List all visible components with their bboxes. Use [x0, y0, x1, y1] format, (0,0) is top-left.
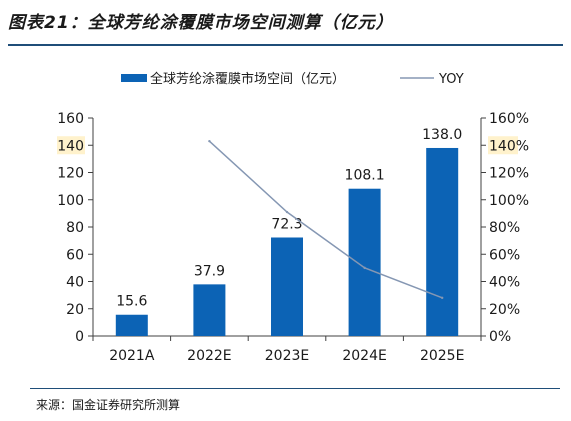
left-tick-label: 60	[66, 247, 84, 263]
right-tick-label: 60%	[489, 247, 520, 263]
left-tick-label: 120	[57, 166, 84, 182]
left-tick-label: 140	[57, 138, 84, 154]
right-tick-label: 160%	[489, 111, 529, 127]
x-tick-label: 2021A	[109, 348, 155, 364]
legend-bar-swatch	[121, 74, 147, 82]
title-divider	[8, 44, 563, 46]
left-tick-highlight	[57, 136, 85, 155]
bar-value-label: 108.1	[345, 168, 385, 184]
yoy-point	[363, 266, 366, 270]
left-axis: 0 20 40 60 80 100 120 140 160	[57, 111, 94, 345]
right-tick-highlight	[488, 136, 518, 155]
bar-value-label: 37.9	[194, 263, 225, 279]
bar-value-label: 15.6	[116, 294, 147, 310]
yoy-series	[208, 139, 444, 300]
yoy-line	[208, 140, 443, 299]
bar-value-label: 138.0	[422, 127, 462, 143]
right-tick-label: 20%	[489, 302, 520, 318]
right-tick-label: 0%	[489, 329, 511, 345]
x-tick-label: 2024E	[342, 348, 386, 364]
x-axis: 2021A 2022E 2023E 2024E 2025E	[92, 335, 482, 364]
yoy-point	[285, 210, 289, 214]
right-tick-label: 100%	[489, 193, 529, 209]
left-tick-label: 20	[66, 302, 84, 318]
x-tick-label: 2022E	[187, 348, 231, 364]
footer-divider	[30, 388, 560, 389]
right-tick-label: 40%	[489, 275, 520, 291]
left-tick-label: 40	[66, 275, 84, 291]
legend-line-label: YOY	[438, 72, 464, 87]
legend: 全球芳纶涂覆膜市场空间（亿元） YOY	[121, 71, 464, 87]
bar	[193, 284, 226, 336]
left-tick-label: 0	[75, 329, 84, 345]
bar	[115, 314, 148, 336]
chart: 全球芳纶涂覆膜市场空间（亿元） YOY 0 20 40 60 80 100 120 140 16…	[57, 71, 529, 364]
left-tick-label: 160	[57, 111, 84, 127]
bar	[348, 188, 381, 336]
bar	[271, 237, 303, 336]
yoy-point	[208, 139, 211, 143]
yoy-point	[441, 296, 444, 300]
x-tick-label: 2025E	[420, 348, 464, 364]
right-tick-label: 140%	[489, 138, 529, 154]
left-tick-label: 100	[57, 193, 84, 209]
x-tick-label: 2023E	[265, 348, 309, 364]
right-tick-label: 80%	[489, 220, 520, 236]
right-axis: 0% 20% 40% 60% 80% 100% 120% 140% 160%	[480, 111, 529, 345]
right-tick-label: 120%	[489, 166, 529, 182]
bar	[426, 147, 459, 336]
bar-value-label: 72.3	[271, 216, 302, 232]
left-tick-label: 80	[66, 220, 84, 236]
source-note: 来源：国金证券研究所测算	[36, 398, 181, 412]
chart-title: 图表21：全球芳纶涂覆膜市场空间测算（亿元）	[8, 13, 394, 33]
legend-bar-label: 全球芳纶涂覆膜市场空间（亿元）	[150, 71, 345, 87]
bar-series: 15.6 37.9 72.3 108.1 138.0	[115, 127, 462, 336]
